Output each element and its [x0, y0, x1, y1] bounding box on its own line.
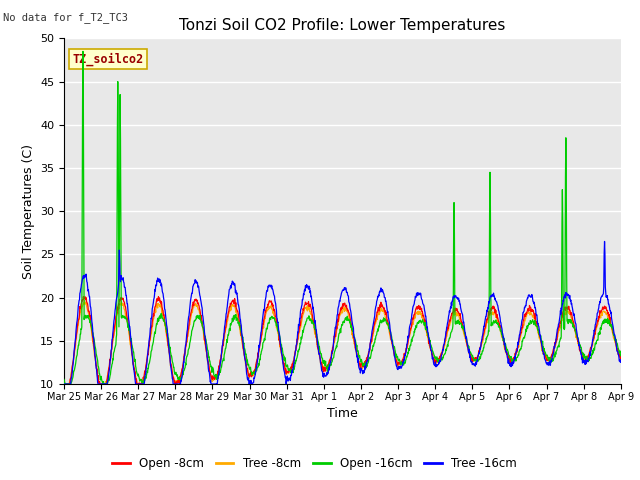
X-axis label: Time: Time	[327, 407, 358, 420]
Open -16cm	[617, 353, 625, 359]
Open -8cm	[429, 356, 437, 361]
Line: Tree -8cm: Tree -8cm	[64, 300, 621, 384]
Open -8cm	[155, 294, 163, 300]
Tree -16cm	[170, 381, 178, 387]
Tree -16cm	[617, 358, 625, 363]
Tree -8cm	[60, 381, 68, 387]
Open -8cm	[617, 356, 625, 361]
Tree -8cm	[81, 298, 88, 303]
Text: TZ_soilco2: TZ_soilco2	[72, 52, 143, 66]
Tree -8cm	[502, 350, 509, 356]
Tree -8cm	[429, 355, 437, 361]
Tree -16cm	[429, 354, 436, 360]
Open -8cm	[246, 372, 254, 377]
Tree -16cm	[184, 321, 191, 326]
Open -8cm	[184, 327, 192, 333]
Title: Tonzi Soil CO2 Profile: Lower Temperatures: Tonzi Soil CO2 Profile: Lower Temperatur…	[179, 18, 506, 33]
Open -16cm	[60, 377, 68, 383]
Tree -8cm	[617, 353, 625, 359]
Tree -8cm	[184, 331, 192, 336]
Open -8cm	[60, 381, 68, 387]
Open -8cm	[171, 378, 179, 384]
Open -16cm	[429, 350, 437, 356]
Tree -8cm	[551, 341, 559, 347]
Tree -8cm	[246, 371, 254, 376]
Line: Open -8cm: Open -8cm	[64, 297, 621, 384]
Open -16cm	[172, 372, 179, 377]
Tree -8cm	[171, 379, 179, 385]
Tree -16cm	[60, 381, 68, 387]
Y-axis label: Soil Temperatures (C): Soil Temperatures (C)	[22, 144, 35, 279]
Open -8cm	[502, 346, 509, 352]
Open -16cm	[61, 381, 68, 387]
Open -16cm	[502, 345, 510, 350]
Line: Tree -16cm: Tree -16cm	[64, 241, 621, 384]
Tree -16cm	[551, 345, 559, 351]
Open -16cm	[247, 369, 255, 374]
Tree -16cm	[246, 378, 254, 384]
Open -16cm	[79, 48, 87, 54]
Tree -16cm	[601, 239, 609, 244]
Legend: Open -8cm, Tree -8cm, Open -16cm, Tree -16cm: Open -8cm, Tree -8cm, Open -16cm, Tree -…	[107, 453, 522, 475]
Open -8cm	[551, 339, 559, 345]
Tree -16cm	[502, 348, 509, 353]
Text: No data for f_T2_TC3: No data for f_T2_TC3	[3, 12, 128, 23]
Open -16cm	[552, 349, 559, 355]
Open -16cm	[185, 346, 193, 352]
Line: Open -16cm: Open -16cm	[64, 51, 621, 384]
